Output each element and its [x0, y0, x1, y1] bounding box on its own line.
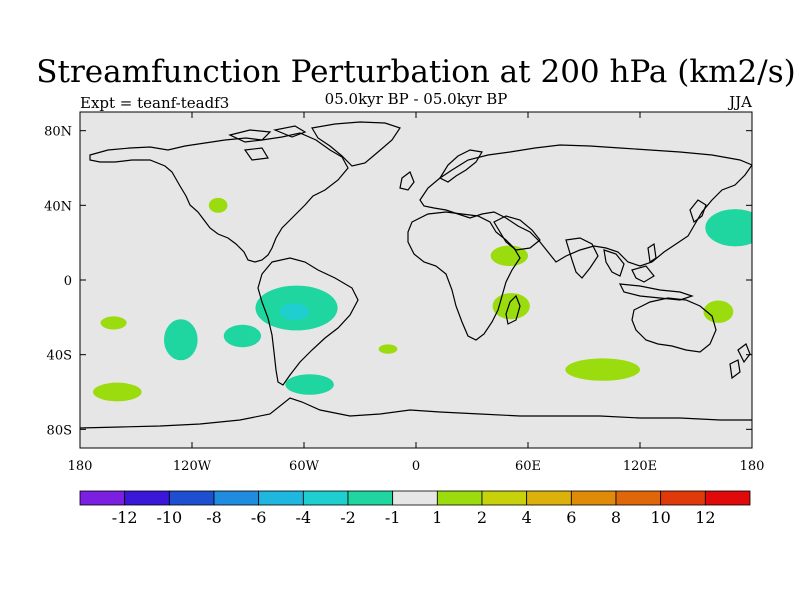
chart-title: Streamfunction Perturbation at 200 hPa (…	[36, 54, 795, 90]
anomaly-region-7	[208, 197, 228, 213]
x-tick-label: 120W	[173, 459, 212, 474]
coast-eurasia	[419, 144, 752, 267]
colorbar-box	[660, 490, 706, 506]
colorbar-box	[213, 490, 260, 506]
coast-uk	[399, 171, 415, 191]
coast-arctic-islands	[228, 125, 307, 161]
anomaly-region-13	[703, 300, 734, 323]
colorbar-label: -6	[251, 508, 267, 527]
anomaly-region-8	[100, 316, 127, 330]
anomaly-region-4	[285, 374, 334, 395]
coast-antarctica	[80, 397, 752, 429]
coast-madagascar	[505, 294, 521, 325]
coast-arabia	[493, 215, 541, 251]
coast-new-zealand	[729, 343, 751, 380]
anomaly-layer	[93, 197, 752, 402]
coast-south-america	[257, 257, 359, 386]
colorbar-label: -2	[340, 508, 356, 527]
x-tick-label: 0	[412, 459, 420, 474]
coastlines	[80, 121, 752, 429]
colorbar-box	[124, 490, 170, 506]
colorbar-box	[79, 490, 126, 506]
anomaly-region-3	[223, 324, 262, 348]
chart-subtitle: 05.0kyr BP - 05.0kyr BP	[325, 90, 508, 108]
colorbar-label: 6	[566, 508, 576, 527]
anomaly-region-2	[164, 319, 198, 361]
x-tick-label: 120E	[623, 459, 657, 474]
coast-greenland	[311, 121, 401, 167]
coast-scandinavia	[439, 149, 483, 183]
y-tick-label: 40N	[44, 199, 72, 214]
y-tick-label: 80N	[44, 125, 72, 140]
map-panel	[79, 111, 753, 449]
experiment-label: Expt = teanf-teadf3	[80, 94, 229, 112]
colorbar-box	[258, 490, 304, 506]
x-tick-label: 180	[740, 459, 765, 474]
colorbar-box	[168, 490, 215, 506]
coast-australia	[631, 297, 717, 353]
colorbar-label: -10	[156, 508, 182, 527]
colorbar-box	[570, 490, 617, 506]
colorbar-label: -4	[296, 508, 312, 527]
colorbar-label: -1	[385, 508, 401, 527]
x-axis: 180 120W 60W 0 60E 120E 180	[68, 112, 765, 474]
colorbar-box	[392, 490, 438, 506]
y-tick-label: 80S	[47, 423, 72, 438]
season-label: JJA	[727, 93, 752, 111]
coast-southeast-asia	[603, 249, 694, 301]
anomaly-region-1	[279, 303, 310, 321]
colorbar: -12 -10 -8 -6 -4 -2 -1 1 2 4 6 8 10 12	[79, 490, 751, 527]
map-background	[80, 112, 752, 448]
y-axis: 80N 40N 0 40S 80S	[44, 125, 752, 438]
coast-africa	[407, 211, 521, 341]
anomaly-region-9	[93, 382, 142, 402]
colorbar-label: 8	[611, 508, 621, 527]
anomaly-region-11	[492, 293, 530, 320]
y-tick-label: 40S	[47, 349, 72, 364]
colorbar-box	[436, 490, 483, 506]
colorbar-label: -12	[112, 508, 138, 527]
colorbar-box	[615, 490, 662, 506]
x-tick-label: 180	[68, 459, 93, 474]
coast-japan	[647, 199, 707, 264]
colorbar-label: 2	[477, 508, 487, 527]
coast-india	[565, 237, 599, 279]
colorbar-label: 1	[432, 508, 442, 527]
x-tick-label: 60W	[289, 459, 320, 474]
anomaly-region-10	[378, 344, 398, 354]
colorbar-box	[481, 490, 528, 506]
colorbar-label: 4	[522, 508, 532, 527]
colorbar-label: 10	[650, 508, 670, 527]
colorbar-label: 12	[695, 508, 715, 527]
colorbar-label: -8	[206, 508, 222, 527]
y-tick-label: 0	[64, 274, 72, 289]
colorbar-box	[347, 490, 394, 506]
colorbar-box	[302, 490, 349, 506]
anomaly-region-5	[705, 209, 752, 247]
colorbar-box	[526, 490, 572, 506]
colorbar-box	[704, 490, 751, 506]
anomaly-region-12	[565, 358, 641, 381]
x-tick-label: 60E	[515, 459, 541, 474]
